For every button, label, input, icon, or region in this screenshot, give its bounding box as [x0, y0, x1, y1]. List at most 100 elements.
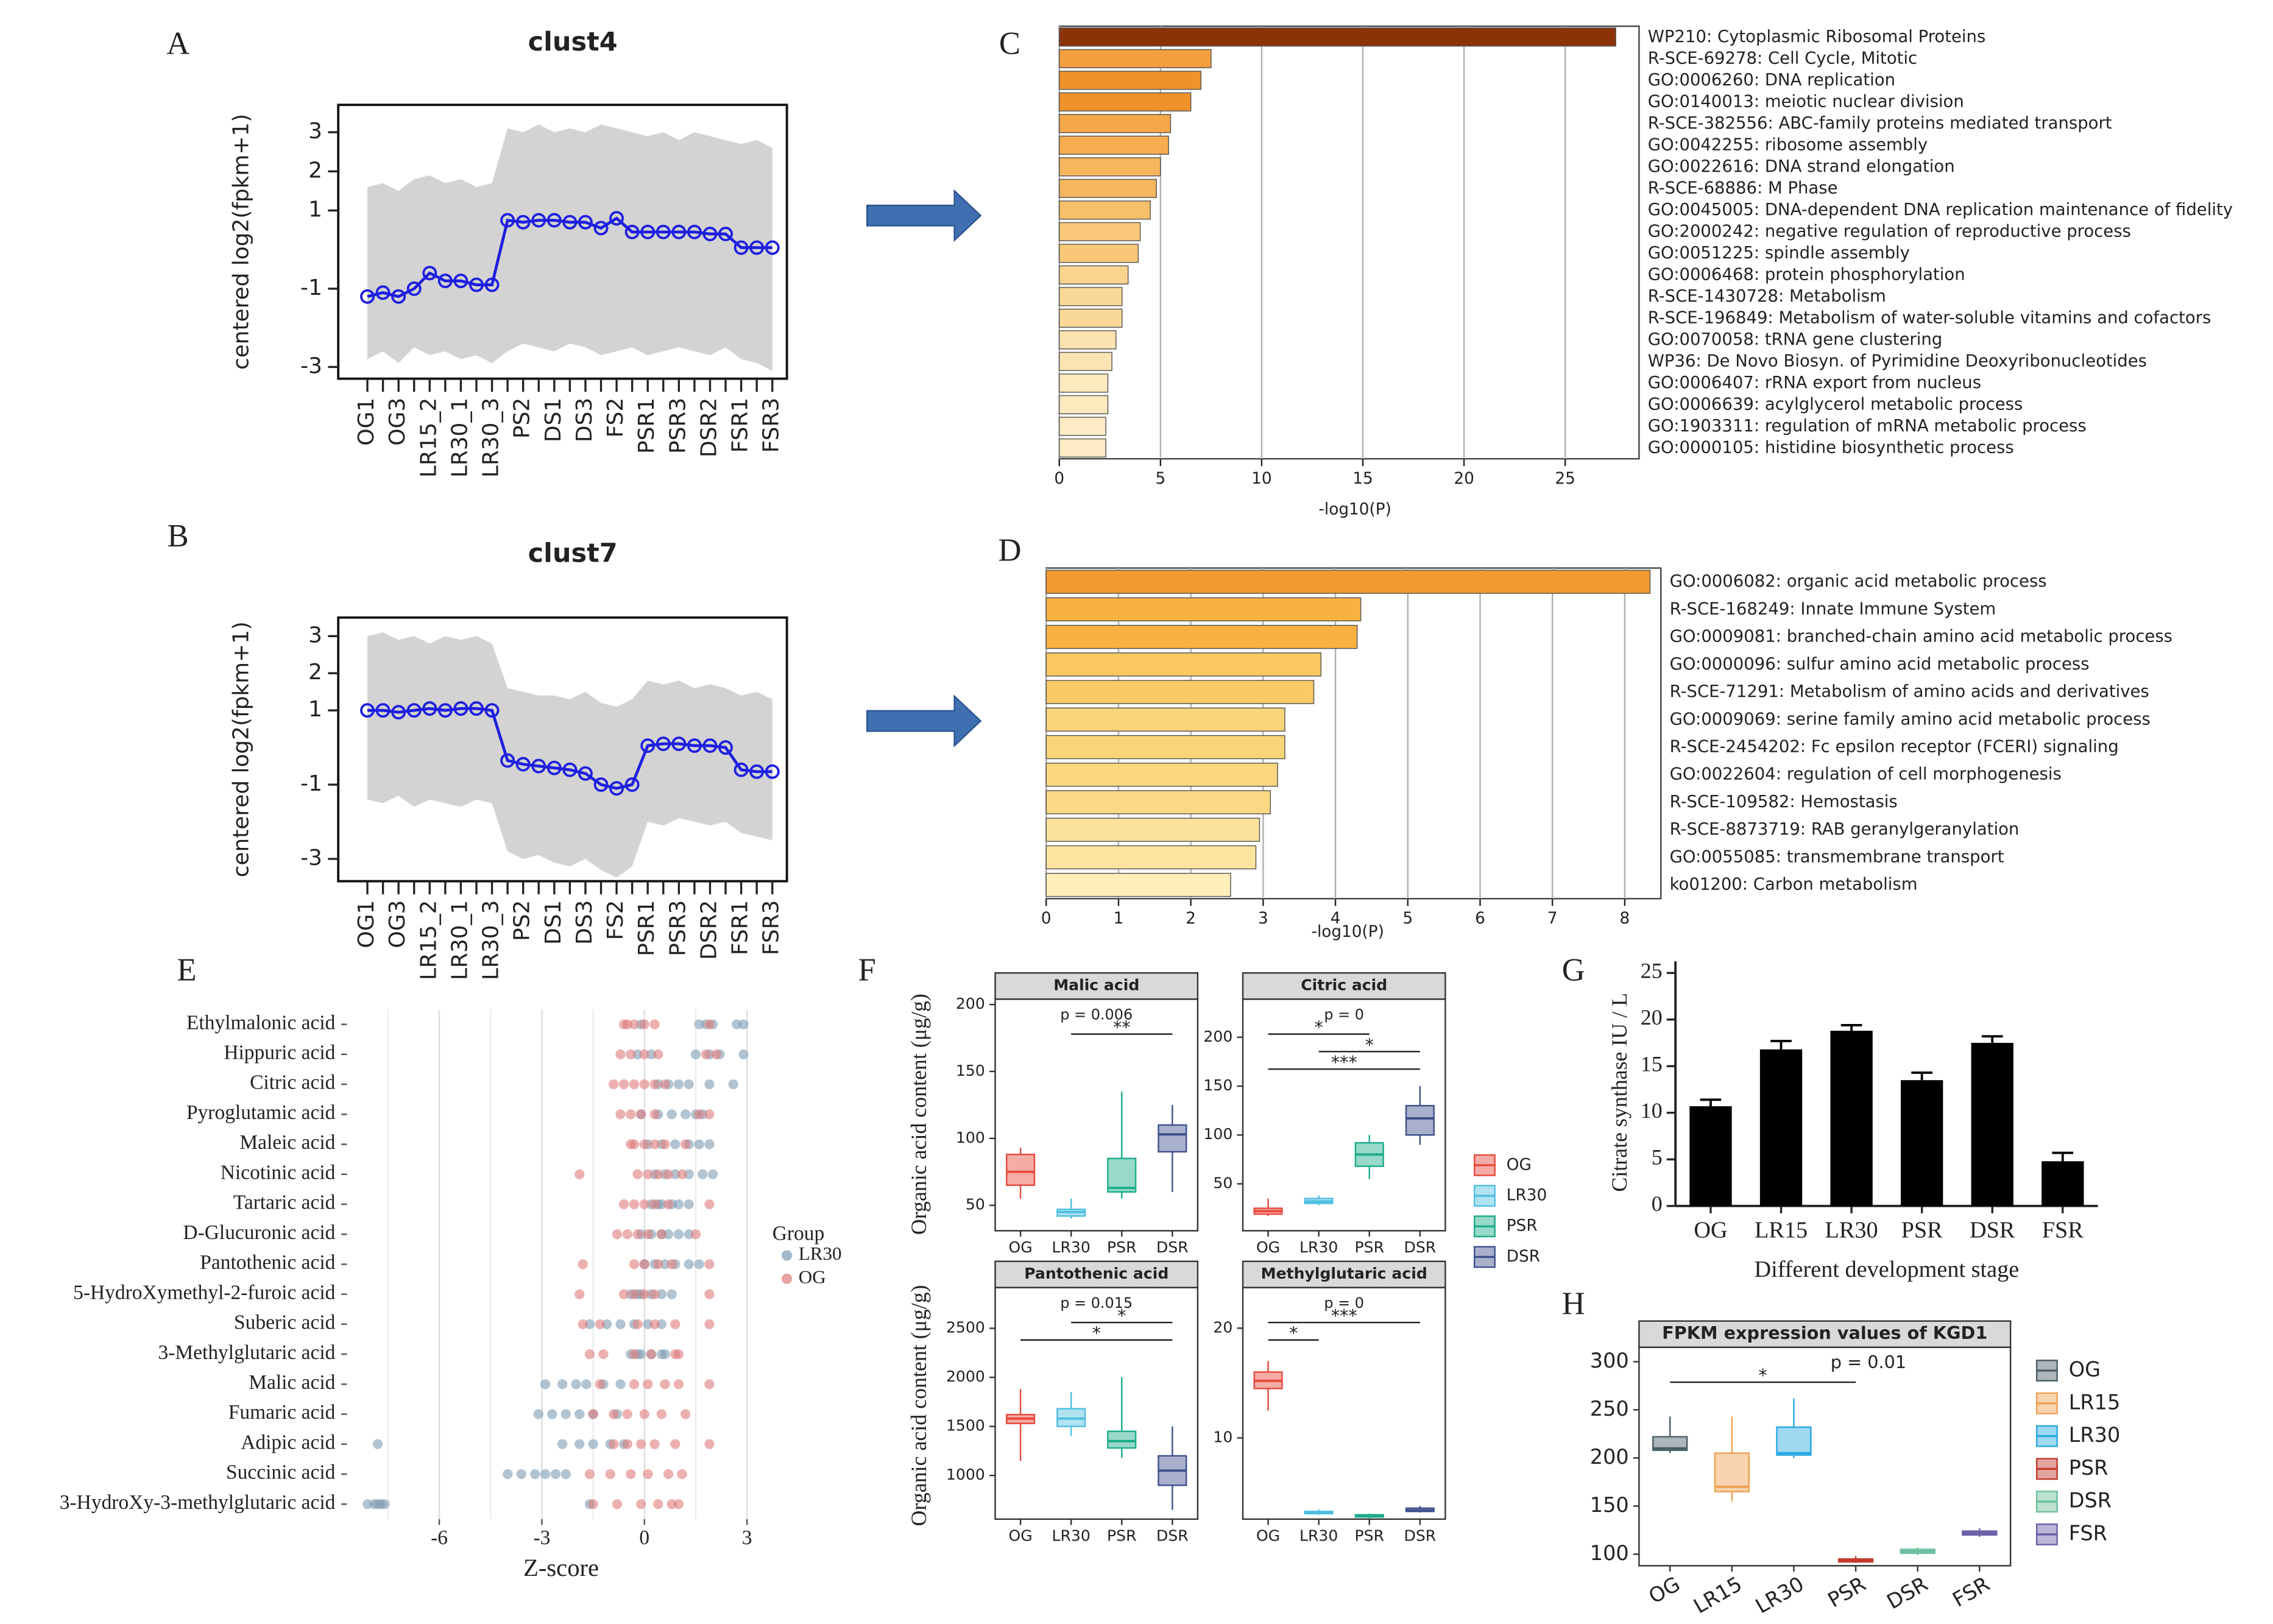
point	[639, 1409, 649, 1419]
category-label: R-SCE-69278: Cell Cycle, Mitotic	[1648, 48, 1917, 68]
point	[687, 224, 702, 239]
point	[673, 1379, 684, 1389]
bar	[1971, 1042, 2013, 1206]
point	[609, 1439, 619, 1449]
point	[578, 1259, 588, 1269]
point	[598, 1349, 609, 1360]
plot-frame	[994, 998, 1199, 1232]
x-tick-label: FSR1	[728, 900, 753, 956]
point	[593, 221, 609, 236]
category-label: GO:0000096: sulfur amino acid metabolic …	[1670, 654, 2090, 674]
x-tick-label: PSR	[1107, 1527, 1137, 1545]
x-tick-label: OG3	[385, 398, 410, 446]
point	[673, 1199, 684, 1210]
x-tick-label: -6	[431, 1527, 448, 1549]
point	[670, 1139, 680, 1149]
point	[656, 1319, 666, 1329]
x-tick-label: 25	[1555, 470, 1575, 488]
point	[684, 1229, 694, 1240]
x-tick-label: 4	[1331, 909, 1341, 928]
point	[671, 736, 687, 751]
point	[469, 701, 484, 716]
point	[437, 274, 453, 289]
x-tick-label: DSR2	[696, 398, 721, 457]
category-label: GO:0055085: transmembrane transport	[1670, 847, 2004, 866]
point	[660, 1379, 670, 1389]
significance-label: *	[1289, 1322, 1298, 1343]
category-label: GO:0006260: DNA replication	[1648, 70, 1895, 90]
point	[690, 1049, 701, 1059]
y-axis-label: centered log2(fpkm+1)	[228, 114, 253, 370]
legend-label: OG	[2069, 1357, 2101, 1381]
point	[530, 1469, 540, 1480]
y-tick-label: 100	[1590, 1541, 1629, 1565]
x-tick-label: 0	[1054, 470, 1064, 488]
y-tick-label: 3	[308, 119, 322, 144]
point	[663, 1199, 674, 1210]
point	[704, 1289, 715, 1299]
point	[615, 1319, 626, 1329]
category-label: Succinic acid	[226, 1461, 336, 1484]
point	[639, 1259, 649, 1269]
y-tick-label: -1	[300, 275, 322, 300]
legend-label: LR15	[2069, 1390, 2121, 1414]
point	[684, 1079, 694, 1090]
y-tick-label: 5	[1652, 1145, 1663, 1169]
y-tick-label: 200	[956, 995, 985, 1012]
point	[684, 1259, 694, 1269]
legend-swatch	[782, 1250, 793, 1261]
x-tick-label: LR30	[1299, 1527, 1338, 1545]
point	[571, 1379, 581, 1389]
point	[562, 214, 578, 230]
bar	[1059, 222, 1141, 241]
bar	[1059, 417, 1106, 436]
point	[503, 1469, 513, 1480]
x-tick-label: LR30_3	[479, 900, 504, 980]
p-value: p = 0	[1324, 1294, 1364, 1312]
bar	[1059, 71, 1202, 90]
point	[437, 703, 453, 718]
point	[588, 1499, 598, 1509]
y-tick-label: 2	[308, 158, 322, 183]
x-tick-label: PSR	[1107, 1238, 1137, 1256]
box	[1405, 1104, 1435, 1136]
point	[749, 240, 765, 255]
x-tick-label: DSR	[1970, 1218, 2015, 1243]
bar	[1059, 92, 1192, 111]
y-tick-label: 100	[956, 1129, 985, 1146]
y-tick-label: 20	[1213, 1318, 1232, 1336]
category-label: R-SCE-2454202: Fc epsilon receptor (FCER…	[1670, 736, 2119, 756]
point	[680, 1109, 691, 1120]
category-label: Fumaric acid	[228, 1401, 336, 1424]
category-label: GO:0000105: histidine biosynthetic proce…	[1648, 437, 2014, 457]
point	[666, 1499, 677, 1509]
y-axis-label: Organic acid content (μg/g)	[907, 1285, 931, 1526]
bar	[1045, 597, 1362, 622]
category-label: Ethylmalonic acid	[186, 1011, 336, 1034]
point	[619, 1289, 629, 1299]
point	[584, 1319, 595, 1329]
point	[636, 1439, 646, 1449]
point	[698, 1169, 708, 1179]
chart-title: Malic acid	[1053, 976, 1139, 994]
point	[557, 1379, 568, 1389]
x-axis-label: Z-score	[523, 1554, 599, 1581]
point	[728, 1079, 738, 1090]
category-label: 5-HydroXymethyl-2-furoic acid	[73, 1281, 336, 1304]
point	[694, 1109, 704, 1120]
x-tick-label: LR30	[1825, 1218, 1878, 1243]
x-tick-label: LR30_1	[447, 900, 472, 980]
point	[595, 1319, 605, 1329]
point	[453, 701, 468, 716]
point	[702, 738, 718, 754]
point	[391, 705, 406, 720]
category-label: R-SCE-168249: Innate Immune System	[1670, 599, 1996, 618]
point	[626, 1049, 636, 1059]
category-label: GO:0022604: regulation of cell morphogen…	[1670, 764, 2062, 784]
bar	[1045, 570, 1651, 594]
bar	[1059, 27, 1616, 47]
point	[701, 1049, 711, 1059]
y-tick-label: 1	[308, 697, 322, 722]
point	[690, 1229, 701, 1240]
category-label: GO:0009069: serine family amino acid met…	[1670, 709, 2151, 729]
